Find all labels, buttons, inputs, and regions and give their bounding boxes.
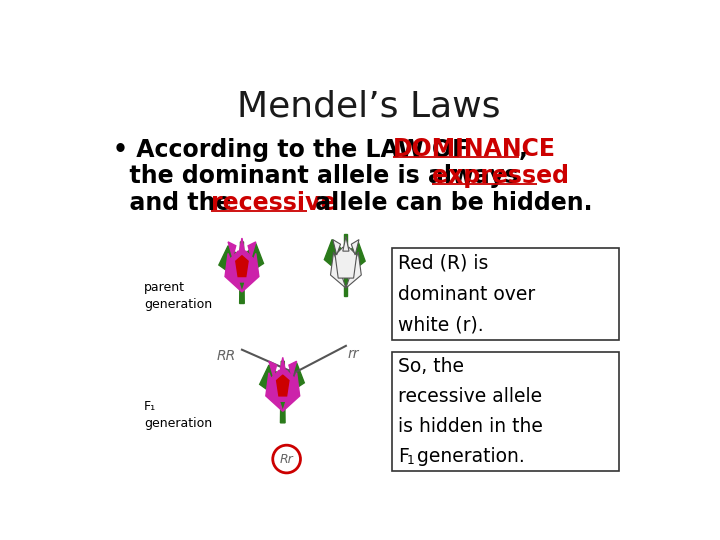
Text: recessive: recessive bbox=[211, 191, 336, 215]
Text: parent
generation: parent generation bbox=[144, 281, 212, 311]
Polygon shape bbox=[351, 240, 359, 255]
Text: F: F bbox=[398, 447, 409, 466]
Polygon shape bbox=[239, 238, 245, 254]
Text: F₁
generation: F₁ generation bbox=[144, 400, 212, 430]
Text: RR: RR bbox=[217, 349, 236, 363]
Bar bbox=[392, 248, 619, 340]
Polygon shape bbox=[335, 247, 356, 278]
Polygon shape bbox=[271, 370, 294, 401]
Text: • According to the LAW OF: • According to the LAW OF bbox=[113, 138, 477, 161]
Polygon shape bbox=[283, 373, 300, 411]
Polygon shape bbox=[279, 357, 286, 374]
Text: Mendel’s Laws: Mendel’s Laws bbox=[238, 90, 500, 124]
Polygon shape bbox=[243, 244, 264, 276]
Text: and the: and the bbox=[113, 191, 240, 215]
Text: the dominant allele is always: the dominant allele is always bbox=[113, 165, 527, 188]
Polygon shape bbox=[344, 234, 348, 296]
Polygon shape bbox=[348, 242, 365, 275]
Polygon shape bbox=[225, 253, 242, 292]
Bar bbox=[392, 352, 619, 471]
Polygon shape bbox=[266, 373, 283, 411]
Polygon shape bbox=[240, 242, 244, 303]
Polygon shape bbox=[235, 256, 248, 276]
Polygon shape bbox=[284, 363, 305, 396]
Text: Rr: Rr bbox=[280, 453, 294, 465]
Text: ,: , bbox=[519, 138, 528, 161]
Polygon shape bbox=[343, 237, 349, 251]
Text: DOMINANCE: DOMINANCE bbox=[393, 138, 557, 161]
Text: is hidden in the: is hidden in the bbox=[398, 417, 543, 436]
Polygon shape bbox=[330, 252, 346, 288]
Text: allele can be hidden.: allele can be hidden. bbox=[307, 191, 593, 215]
Polygon shape bbox=[230, 251, 253, 282]
Polygon shape bbox=[260, 365, 282, 400]
Polygon shape bbox=[219, 246, 240, 280]
Polygon shape bbox=[281, 361, 285, 423]
Text: recessive allele: recessive allele bbox=[398, 387, 542, 406]
Polygon shape bbox=[289, 361, 297, 377]
Text: expressed: expressed bbox=[432, 165, 569, 188]
Polygon shape bbox=[276, 375, 289, 396]
Polygon shape bbox=[324, 240, 344, 276]
Polygon shape bbox=[333, 240, 341, 255]
Text: 1: 1 bbox=[407, 454, 415, 467]
Text: dominant over: dominant over bbox=[398, 285, 536, 304]
Text: white (r).: white (r). bbox=[398, 315, 484, 335]
Polygon shape bbox=[269, 361, 276, 377]
Polygon shape bbox=[242, 253, 259, 292]
Text: So, the: So, the bbox=[398, 357, 464, 376]
Polygon shape bbox=[228, 242, 235, 257]
Text: generation.: generation. bbox=[417, 447, 525, 466]
Polygon shape bbox=[346, 252, 361, 288]
Polygon shape bbox=[248, 242, 256, 257]
Text: Red (R) is: Red (R) is bbox=[398, 254, 489, 273]
Text: rr: rr bbox=[348, 347, 359, 361]
